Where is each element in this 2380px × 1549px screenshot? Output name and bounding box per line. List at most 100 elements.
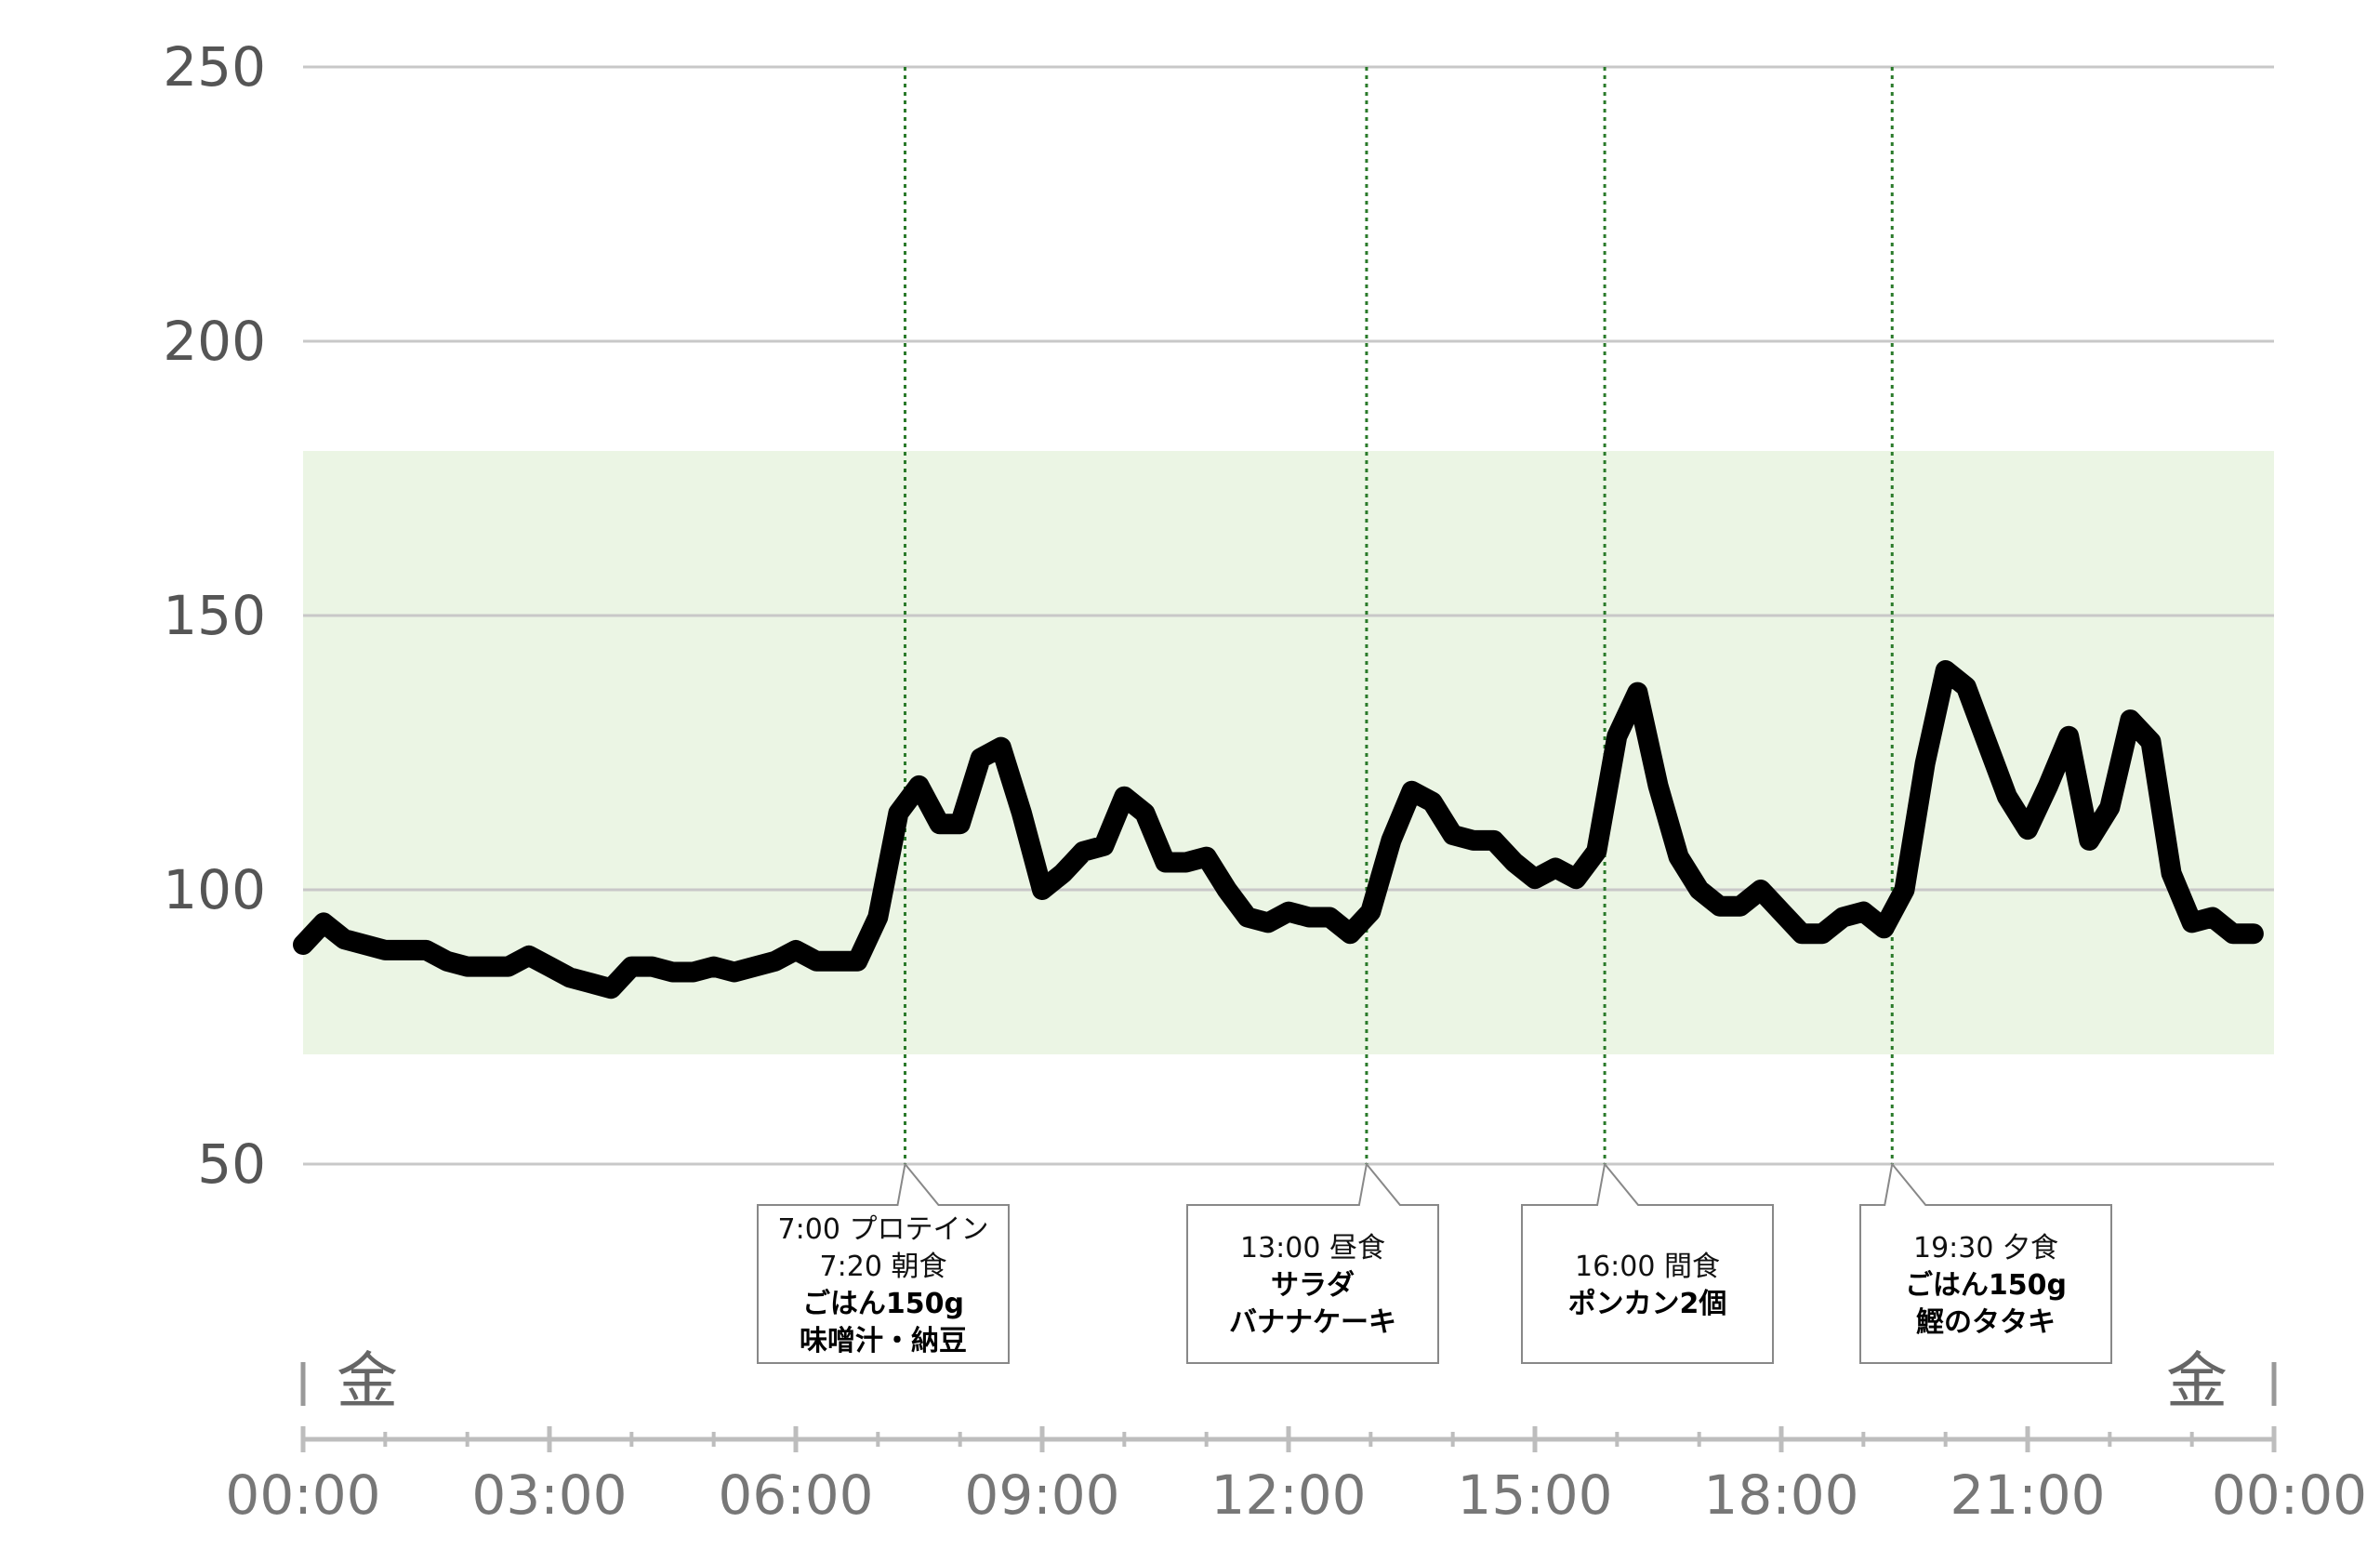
glucose-point <box>667 966 679 978</box>
glucose-point <box>1591 845 1603 857</box>
glucose-point <box>1015 807 1027 819</box>
glucose-point <box>1754 884 1766 895</box>
glucose-point <box>1776 906 1787 918</box>
glucose-point <box>2227 928 2239 940</box>
meal-note-box <box>757 1161 1010 1364</box>
glucose-point <box>1529 873 1540 885</box>
glucose-point <box>1037 884 1048 895</box>
glucose-point <box>1365 906 1377 918</box>
glucose-point <box>1159 856 1171 868</box>
glucose-point <box>1898 884 1911 895</box>
glucose-point <box>728 966 740 978</box>
glucose-point <box>1939 665 1951 676</box>
glucose-point <box>687 966 699 978</box>
glucose-point <box>646 960 658 973</box>
glucose-point <box>1118 790 1130 802</box>
glucose-point <box>482 960 494 973</box>
glucose-point <box>626 960 638 973</box>
glucose-point <box>2186 917 2198 929</box>
glucose-point <box>2206 911 2218 923</box>
x-tick-label: 12:00 <box>1210 1463 1366 1527</box>
glucose-point <box>338 933 350 946</box>
x-tick-label: 00:00 <box>2212 1463 2367 1527</box>
glucose-point <box>585 977 597 989</box>
glucose-point <box>1693 884 1705 895</box>
glucose-point <box>1200 851 1212 863</box>
glucose-point <box>831 955 843 967</box>
glucose-point <box>298 939 309 950</box>
meal-note-line: 16:00 間食 <box>1575 1251 1720 1283</box>
meal-note-line: バナナケーキ <box>1229 1306 1396 1339</box>
day-label-end: 金 <box>2166 1345 2228 1417</box>
glucose-point <box>1139 807 1151 819</box>
meal-note-line: ごはん150g <box>1905 1269 2067 1302</box>
gridlines <box>303 65 2274 1166</box>
glucose-point <box>318 917 330 929</box>
meal-note-box <box>1186 1161 1439 1364</box>
glucose-point <box>748 960 760 973</box>
glucose-point <box>1241 911 1253 923</box>
x-tick-label: 18:00 <box>1703 1463 1858 1527</box>
meal-note-line: 19:30 夕食 <box>1913 1232 2058 1264</box>
glucose-point <box>1283 906 1294 918</box>
y-tick-label: 50 <box>197 1132 266 1196</box>
glucose-point <box>2063 730 2075 742</box>
glucose-point <box>1960 681 1972 693</box>
glucose-point <box>933 818 945 830</box>
glucose-point <box>913 779 925 791</box>
meal-markers <box>903 67 1894 1164</box>
glucose-point <box>1878 922 1890 934</box>
meal-note-line: ごはん150g <box>802 1288 964 1320</box>
glucose-point <box>1796 928 1808 940</box>
glucose-point <box>2001 790 2013 802</box>
glucose-point <box>1447 829 1459 841</box>
glucose-point <box>1180 856 1192 868</box>
glucose-point <box>420 944 432 956</box>
y-tick-label: 200 <box>163 310 266 373</box>
glucose-point <box>502 960 514 973</box>
glucose-point <box>1385 834 1397 846</box>
glucose-point <box>605 983 617 995</box>
x-tick-label: 03:00 <box>471 1463 627 1527</box>
target-range-band <box>303 451 2274 1054</box>
glucose-point <box>1488 834 1500 846</box>
glucose-point <box>2104 801 2116 814</box>
x-axis: 00:00 03:00 06:00 09:00 12:00 15:00 18:00 21:00… <box>225 1362 2367 1527</box>
y-tick-label: 250 <box>163 35 266 99</box>
glucose-point <box>1980 735 1992 748</box>
glucose-point <box>1919 758 1931 770</box>
y-tick-label: 150 <box>163 584 266 647</box>
x-tick-label: 15:00 <box>1457 1463 1612 1527</box>
glucose-point <box>1632 686 1644 698</box>
glucose-point <box>974 752 986 764</box>
glucose-point <box>2145 735 2157 748</box>
x-tick-label: 09:00 <box>964 1463 1119 1527</box>
glucose-point <box>1303 911 1316 923</box>
glucose-point <box>1098 840 1110 852</box>
glucose-point <box>1550 862 1562 874</box>
glucose-point <box>2247 928 2259 940</box>
meal-note-line: 13:00 昼食 <box>1240 1232 1385 1264</box>
day-label-start: 金 <box>337 1345 398 1417</box>
glucose-point <box>1713 900 1726 912</box>
glucose-point <box>872 911 884 923</box>
glucose-point <box>1426 796 1438 808</box>
glucose-point <box>461 960 473 973</box>
glucose-point <box>1262 917 1274 929</box>
glucose-point <box>1221 884 1233 895</box>
glucose-point <box>811 955 823 967</box>
glucose-point <box>564 972 576 984</box>
meal-note-line: 7:20 朝食 <box>820 1251 947 1283</box>
glucose-point <box>379 944 391 956</box>
glucose-point <box>790 944 801 956</box>
glucose-point <box>852 955 864 967</box>
glucose-point <box>2043 779 2055 791</box>
glucose-point <box>2165 867 2177 880</box>
meal-note-box <box>1521 1161 1774 1364</box>
glucose-point <box>522 949 535 961</box>
glucose-point <box>769 955 781 967</box>
glucose-point <box>1611 730 1623 742</box>
meal-note-line: 味噌汁・納豆 <box>800 1325 967 1357</box>
meal-note-line: 7:00 プロテイン <box>778 1213 989 1246</box>
